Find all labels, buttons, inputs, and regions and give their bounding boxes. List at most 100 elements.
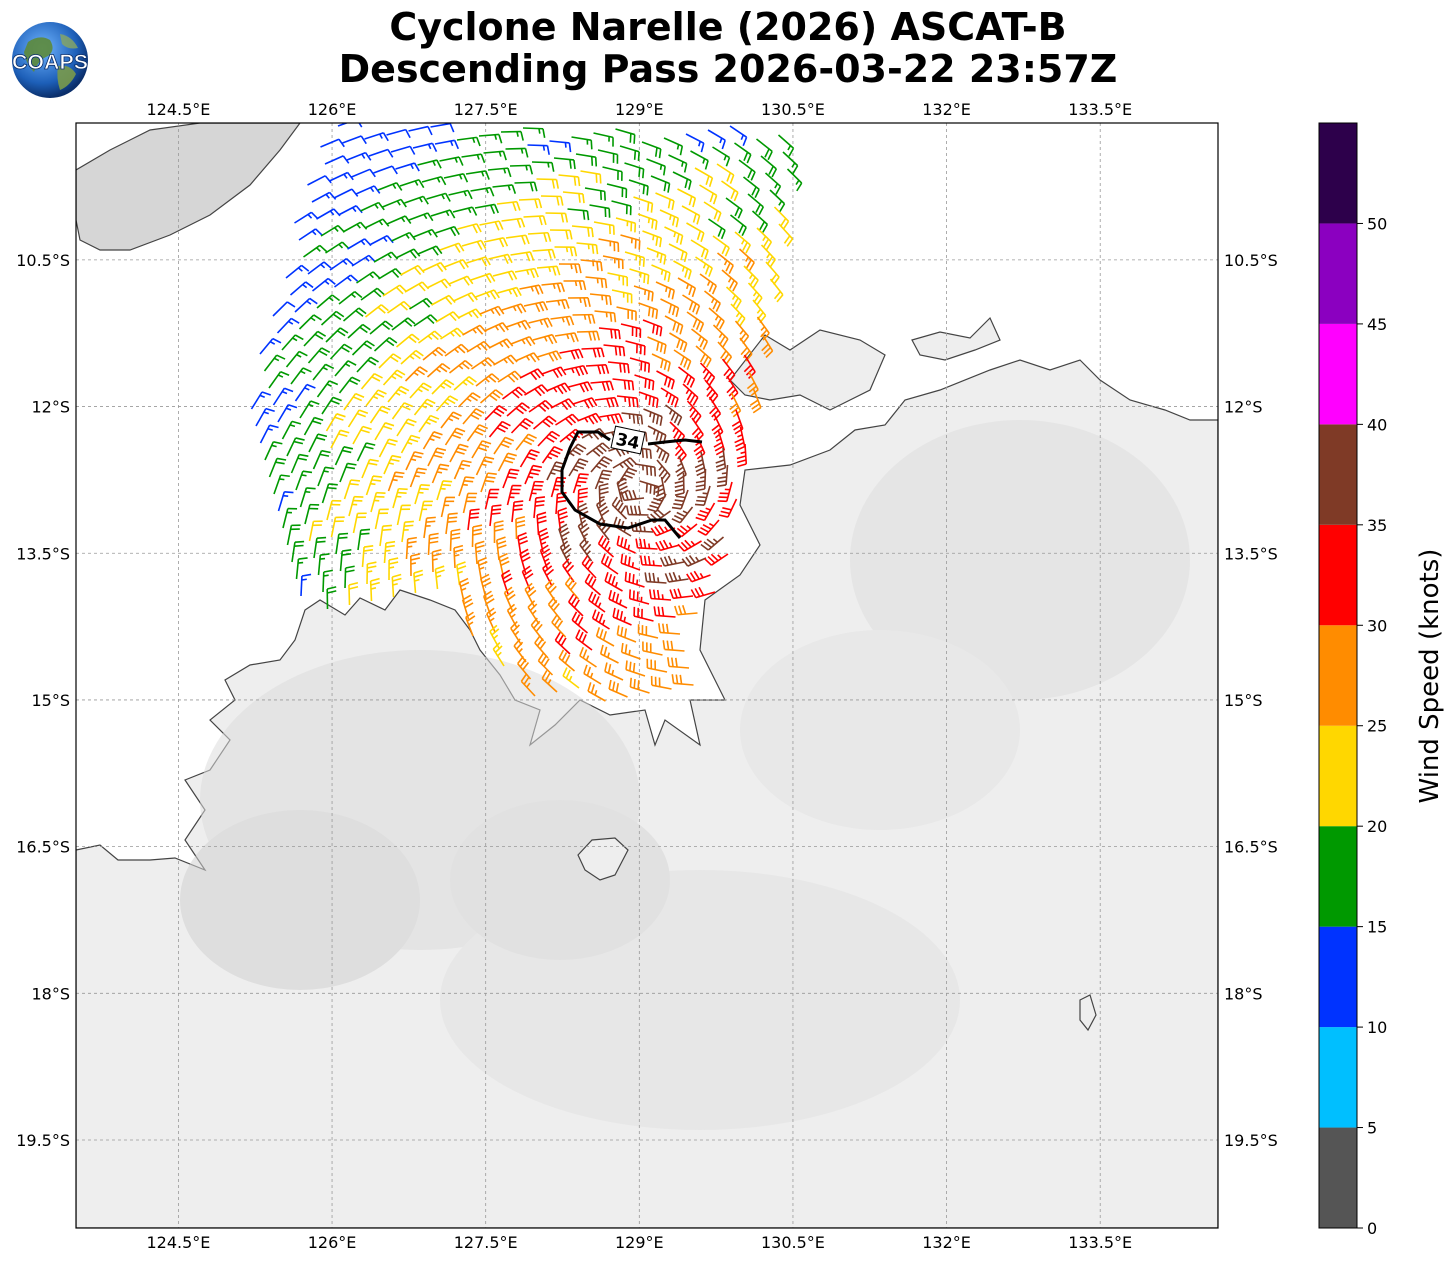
wind-barb [558,649,576,672]
wind-barb [730,303,746,327]
wind-barb [704,290,721,312]
wind-barb [325,327,349,343]
wind-barb [391,573,402,598]
wind-barb [530,617,545,642]
wind-barb [625,340,646,356]
wind-barb [575,153,598,167]
wind-barb [669,332,688,353]
wind-barb [414,484,430,505]
wind-barb [621,412,644,425]
wind-barb [681,205,701,225]
colorbar-tick-8: 40 [1367,415,1387,434]
wind-barb [611,289,633,304]
wind-barb [356,356,379,373]
wind-barb [751,210,769,233]
wind-barb [392,487,408,509]
wind-barb [281,420,302,440]
wind-barb [571,136,593,150]
wind-barbs [250,123,803,702]
wind-barb [457,223,482,234]
wind-barb [501,217,526,228]
wind-barb [588,591,606,613]
wind-barb [584,573,602,596]
wind-barb [729,392,742,418]
wind-barb [295,470,313,491]
wind-barb [365,475,383,496]
wind-barb [598,238,620,252]
wind-barb [563,364,589,377]
wind-barb [436,480,453,501]
wind-barb [612,607,632,626]
wind-barb [383,454,402,475]
wind-barb [721,180,739,202]
wind-barb [734,142,752,164]
wind-barb [686,570,711,583]
wind-barb [400,349,424,365]
wind-barb [374,422,395,441]
wind-barb [620,553,641,571]
wind-barb [695,502,716,522]
wind-barb [559,540,572,566]
title-line-2: Descending Pass 2026-03-22 23:57Z [338,47,1118,91]
wind-barb [492,270,518,281]
wind-barb [581,555,597,579]
wind-barb [562,667,580,689]
lon-tick-bottom-4: 130.5°E [761,1233,825,1252]
wind-barb [686,311,705,333]
wind-barb [307,347,331,364]
wind-barb [377,182,403,191]
wind-barb [694,451,706,477]
wind-barb [773,206,790,230]
wind-barb [550,315,575,326]
wind-barb [734,426,746,452]
wind-barb [624,571,645,588]
wind-barb [427,447,447,467]
wind-barb [647,493,667,513]
wind-barb [656,370,675,390]
wind-barb [583,664,602,685]
wind-barb [466,256,491,267]
wind-barb [635,538,658,550]
wind-barb [343,392,365,411]
wind-barb [506,603,518,629]
wind-barb [488,338,514,349]
wind-barb [715,447,727,472]
wind-barb [551,614,567,638]
wind-barb [410,553,421,577]
wind-barb [671,489,689,510]
wind-barb [686,222,705,243]
wind-barb [585,276,608,289]
wind-barb [738,159,756,181]
wind-barb [736,443,748,468]
colorbar-tick-5: 25 [1367,717,1387,736]
wind-barb [313,536,327,559]
wind-barb [259,337,282,355]
wind-barb [611,496,628,520]
wind-barb [607,361,630,374]
wind-barb [497,452,517,472]
wind-barb [502,468,520,489]
terrain-shading [180,420,1190,1130]
lon-ticks-bottom: 124.5°E 126°E 127.5°E 129°E 130.5°E 132°E 133.… [146,1233,1132,1252]
wind-barb [518,198,543,209]
wind-barb [467,508,480,531]
wind-barb [477,557,488,582]
wind-barb [489,504,502,527]
wind-barb [282,507,298,529]
wind-barb [493,436,515,455]
wind-barb [470,186,495,197]
wind-barb [716,163,735,184]
wind-barb [448,275,474,286]
colorbar-tick-7: 35 [1367,516,1387,535]
wind-barb [541,366,567,379]
wind-barb [368,148,394,158]
wind-barb [579,537,593,562]
wind-barb [620,323,642,338]
wind-barb [615,217,637,233]
wind-barb [457,392,481,408]
wind-barb [440,496,455,518]
lon-tick-bottom-0: 124.5°E [146,1233,210,1252]
wind-barb [268,457,287,478]
wind-barb [707,129,726,150]
wind-barb [659,209,680,228]
